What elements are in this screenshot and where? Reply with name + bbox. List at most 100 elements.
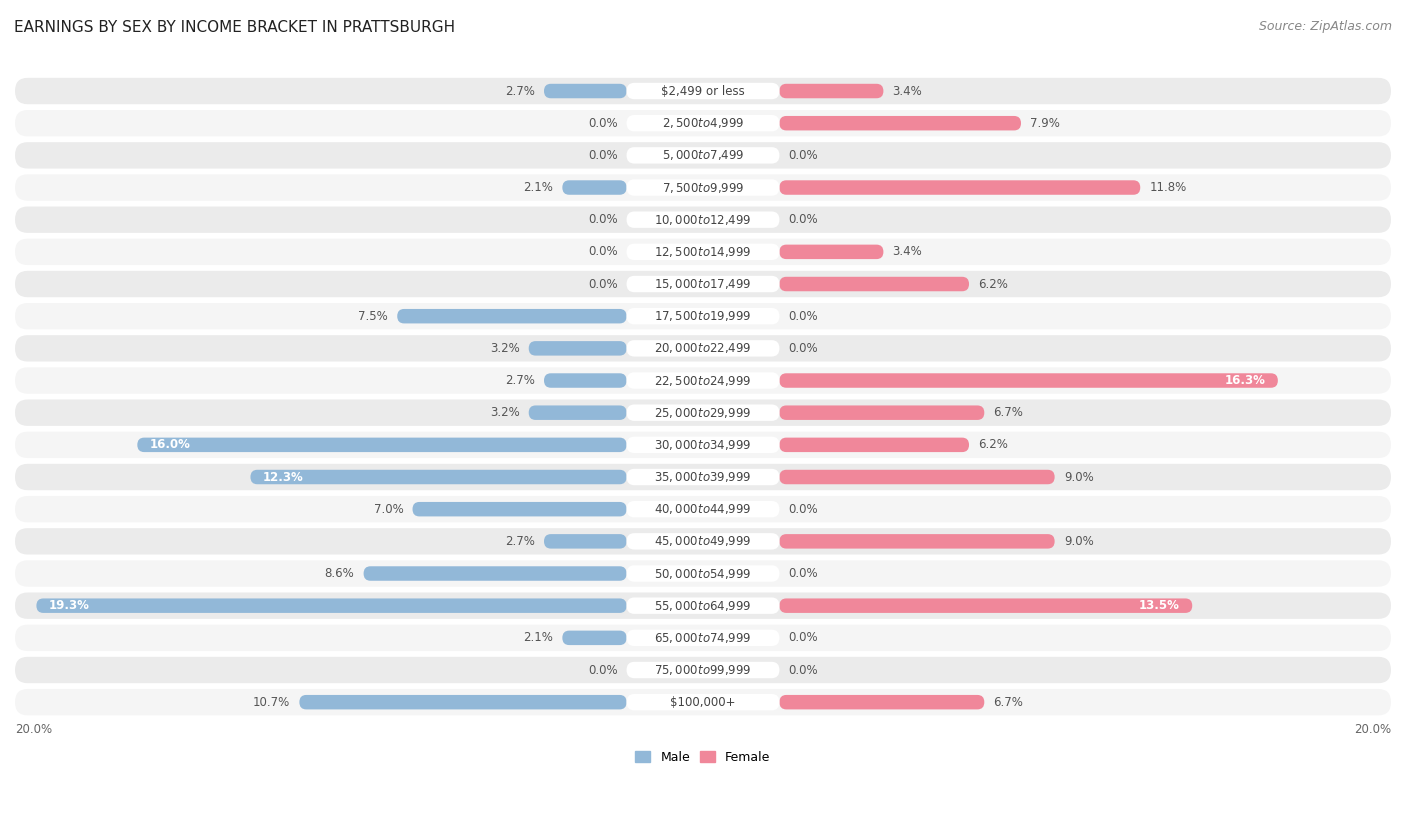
Text: 16.0%: 16.0% [149,438,190,451]
Text: 20.0%: 20.0% [15,723,52,736]
Text: 9.0%: 9.0% [1064,535,1094,548]
FancyBboxPatch shape [15,303,1391,329]
Text: $12,500 to $14,999: $12,500 to $14,999 [654,245,752,259]
FancyBboxPatch shape [15,142,1391,168]
Text: $35,000 to $39,999: $35,000 to $39,999 [654,470,752,484]
FancyBboxPatch shape [627,340,779,357]
FancyBboxPatch shape [15,399,1391,426]
Text: $22,500 to $24,999: $22,500 to $24,999 [654,373,752,388]
Text: 0.0%: 0.0% [789,341,818,354]
FancyBboxPatch shape [627,533,779,550]
Text: 0.0%: 0.0% [789,213,818,226]
FancyBboxPatch shape [627,147,779,163]
Text: 7.0%: 7.0% [374,502,404,515]
Text: 0.0%: 0.0% [588,246,617,259]
FancyBboxPatch shape [627,694,779,711]
FancyBboxPatch shape [779,245,883,259]
Text: 6.2%: 6.2% [979,277,1008,290]
FancyBboxPatch shape [15,432,1391,458]
FancyBboxPatch shape [779,598,1192,613]
FancyBboxPatch shape [627,276,779,292]
Text: $45,000 to $49,999: $45,000 to $49,999 [654,534,752,548]
Text: 7.5%: 7.5% [359,310,388,323]
Text: $10,000 to $12,499: $10,000 to $12,499 [654,213,752,227]
Text: 16.3%: 16.3% [1225,374,1265,387]
FancyBboxPatch shape [15,78,1391,104]
FancyBboxPatch shape [627,244,779,260]
Text: $2,500 to $4,999: $2,500 to $4,999 [662,116,744,130]
Text: $7,500 to $9,999: $7,500 to $9,999 [662,180,744,194]
Text: 0.0%: 0.0% [588,213,617,226]
FancyBboxPatch shape [779,534,1054,549]
Text: 12.3%: 12.3% [263,471,304,484]
Text: 0.0%: 0.0% [588,277,617,290]
FancyBboxPatch shape [544,534,627,549]
FancyBboxPatch shape [529,341,627,355]
Text: 8.6%: 8.6% [325,567,354,580]
FancyBboxPatch shape [627,629,779,646]
FancyBboxPatch shape [544,84,627,98]
Text: 0.0%: 0.0% [789,310,818,323]
FancyBboxPatch shape [627,565,779,582]
FancyBboxPatch shape [138,437,627,452]
Text: Source: ZipAtlas.com: Source: ZipAtlas.com [1258,20,1392,33]
FancyBboxPatch shape [779,470,1054,485]
FancyBboxPatch shape [627,405,779,421]
FancyBboxPatch shape [15,239,1391,265]
FancyBboxPatch shape [15,335,1391,362]
Text: 0.0%: 0.0% [588,663,617,676]
Text: 9.0%: 9.0% [1064,471,1094,484]
FancyBboxPatch shape [15,528,1391,554]
FancyBboxPatch shape [627,83,779,99]
Text: 3.2%: 3.2% [489,341,520,354]
FancyBboxPatch shape [562,180,627,195]
FancyBboxPatch shape [627,180,779,196]
FancyBboxPatch shape [15,174,1391,201]
Text: 3.4%: 3.4% [893,246,922,259]
Text: 6.7%: 6.7% [994,696,1024,709]
Text: 0.0%: 0.0% [789,663,818,676]
FancyBboxPatch shape [627,437,779,453]
FancyBboxPatch shape [15,110,1391,137]
Text: 20.0%: 20.0% [1354,723,1391,736]
FancyBboxPatch shape [15,367,1391,393]
FancyBboxPatch shape [779,695,984,710]
FancyBboxPatch shape [627,372,779,389]
Text: $2,499 or less: $2,499 or less [661,85,745,98]
Text: EARNINGS BY SEX BY INCOME BRACKET IN PRATTSBURGH: EARNINGS BY SEX BY INCOME BRACKET IN PRA… [14,20,456,35]
Text: $40,000 to $44,999: $40,000 to $44,999 [654,502,752,516]
Text: 0.0%: 0.0% [789,632,818,645]
FancyBboxPatch shape [627,308,779,324]
Text: 2.7%: 2.7% [505,85,534,98]
FancyBboxPatch shape [250,470,627,485]
Text: 19.3%: 19.3% [49,599,90,612]
FancyBboxPatch shape [412,502,627,516]
Text: $15,000 to $17,499: $15,000 to $17,499 [654,277,752,291]
FancyBboxPatch shape [627,211,779,228]
FancyBboxPatch shape [627,598,779,614]
Text: $5,000 to $7,499: $5,000 to $7,499 [662,148,744,163]
FancyBboxPatch shape [15,593,1391,619]
Text: 6.7%: 6.7% [994,406,1024,420]
Text: $75,000 to $99,999: $75,000 to $99,999 [654,663,752,677]
FancyBboxPatch shape [15,207,1391,233]
FancyBboxPatch shape [544,373,627,388]
Text: $25,000 to $29,999: $25,000 to $29,999 [654,406,752,420]
Text: $50,000 to $54,999: $50,000 to $54,999 [654,567,752,580]
Text: 2.7%: 2.7% [505,535,534,548]
Text: 7.9%: 7.9% [1031,117,1060,130]
FancyBboxPatch shape [779,373,1278,388]
Text: 0.0%: 0.0% [588,117,617,130]
Text: 10.7%: 10.7% [253,696,290,709]
Text: 2.1%: 2.1% [523,632,553,645]
Text: 0.0%: 0.0% [789,567,818,580]
Text: 6.2%: 6.2% [979,438,1008,451]
Text: 13.5%: 13.5% [1139,599,1180,612]
FancyBboxPatch shape [779,84,883,98]
Text: $65,000 to $74,999: $65,000 to $74,999 [654,631,752,645]
FancyBboxPatch shape [779,180,1140,195]
FancyBboxPatch shape [299,695,627,710]
FancyBboxPatch shape [562,631,627,645]
FancyBboxPatch shape [779,116,1021,130]
FancyBboxPatch shape [779,437,969,452]
